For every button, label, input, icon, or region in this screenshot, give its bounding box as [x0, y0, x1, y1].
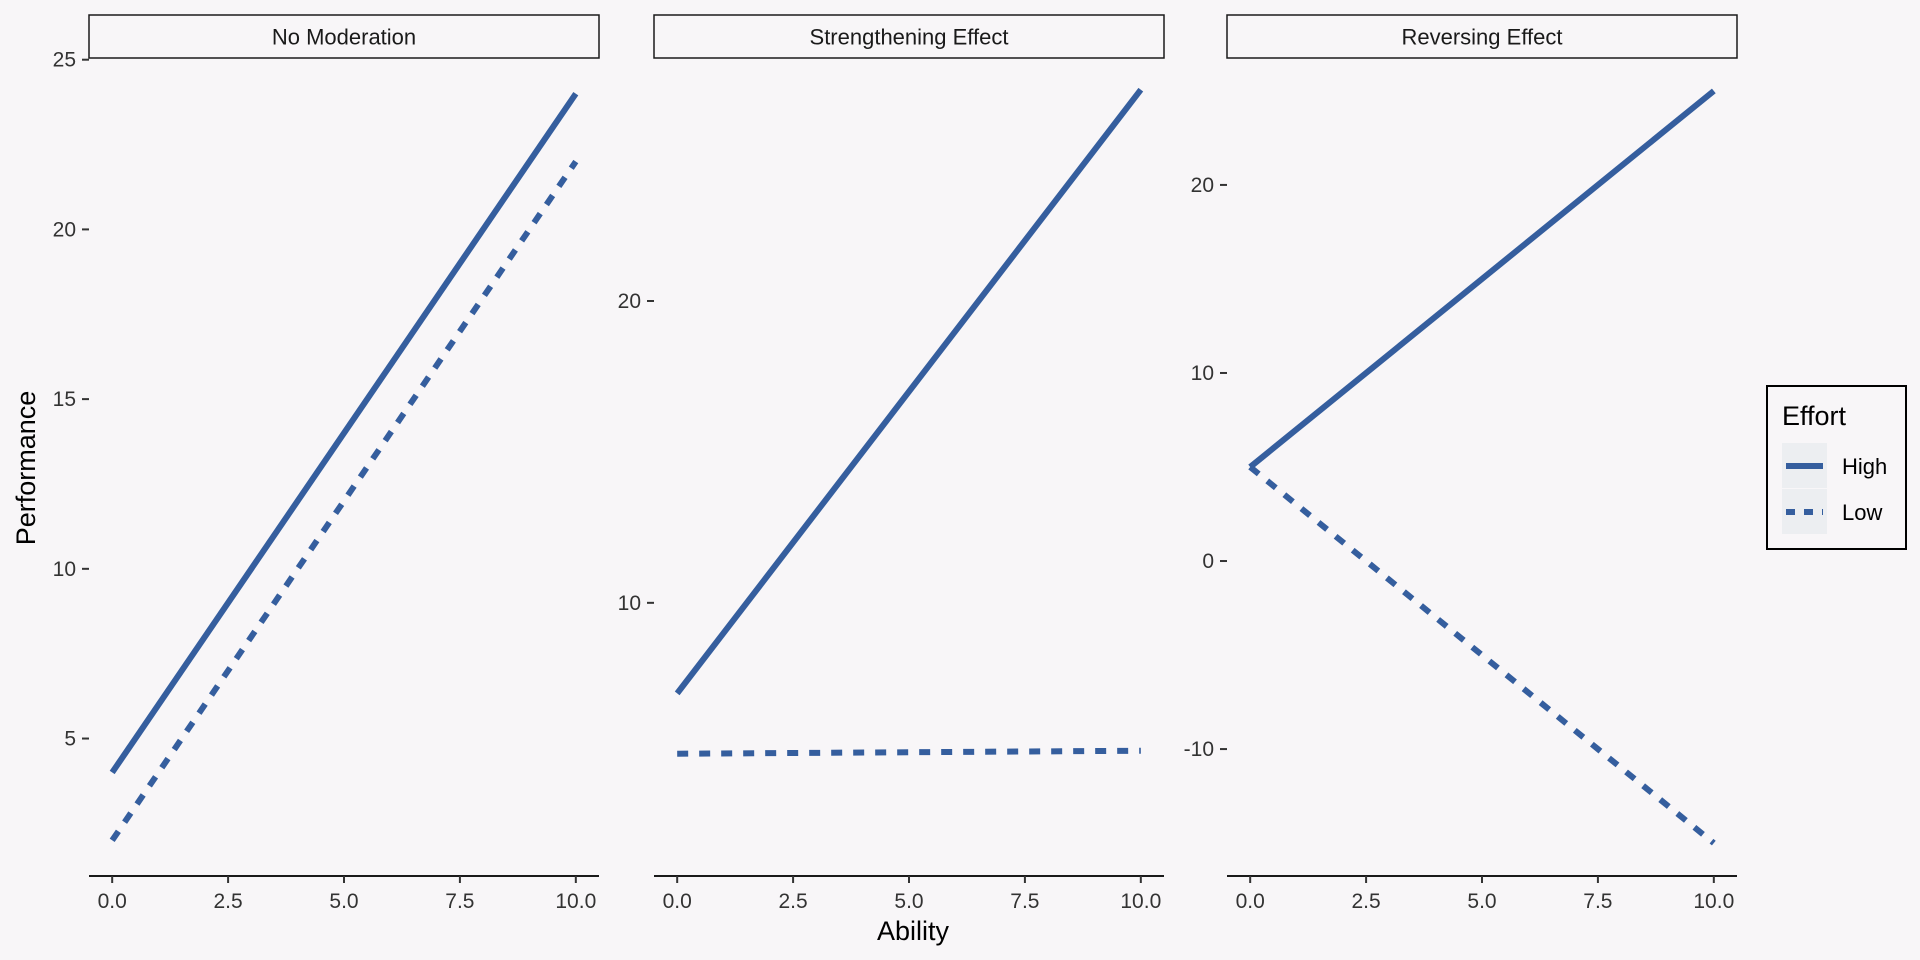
y-axis-title: Performance	[11, 391, 41, 546]
series-line-high	[674, 87, 1144, 696]
x-tick-label: 10.0	[555, 890, 596, 913]
panel-1: No Moderation 0.0 2.5 5.0 7.5 10.0 5 10 15 20 25	[53, 14, 600, 913]
x-tick-label: 5.0	[894, 890, 923, 913]
series-line-high	[1248, 88, 1716, 470]
x-tick-label: 10.0	[1693, 890, 1734, 913]
y-tick-label: -10	[1184, 738, 1214, 761]
panel-title: Reversing Effect	[1401, 25, 1562, 50]
panel-strip	[1226, 14, 1738, 59]
legend-title: Effort	[1782, 401, 1847, 431]
y-tick-label: 10	[1191, 362, 1214, 385]
y-tick-label: 10	[618, 592, 641, 615]
panel-3: Reversing Effect 0.0 2.5 5.0 7.5 10.0 -10 0 10 20	[1184, 14, 1738, 913]
series-line-low	[109, 159, 579, 843]
x-tick-label: 2.5	[213, 890, 242, 913]
y-tick-label: 20	[618, 290, 641, 313]
panel-strip	[88, 14, 600, 59]
x-tick-label: 2.5	[778, 890, 807, 913]
x-axis-title: Ability	[877, 916, 950, 946]
y-tick-label: 15	[53, 388, 76, 411]
y-tick-label: 25	[53, 49, 76, 72]
y-tick-label: 5	[64, 728, 76, 751]
panels: No Moderation 0.0 2.5 5.0 7.5 10.0 5 10 15 20 25 St…	[53, 14, 1738, 913]
panel-title: No Moderation	[272, 25, 416, 50]
x-tick-label: 2.5	[1351, 890, 1380, 913]
series-line-high	[109, 91, 579, 775]
y-tick-label: 0	[1202, 550, 1214, 573]
y-tick-label: 20	[53, 218, 76, 241]
legend-label-high: High	[1842, 454, 1887, 479]
x-tick-label: 0.0	[1236, 890, 1265, 913]
panel-2: Strengthening Effect 0.0 2.5 5.0 7.5 10.0 10 20	[618, 14, 1165, 913]
y-tick-label: 20	[1191, 174, 1214, 197]
panel-title: Strengthening Effect	[810, 25, 1009, 50]
x-tick-label: 10.0	[1120, 890, 1161, 913]
legend-label-low: Low	[1842, 500, 1882, 525]
x-tick-label: 5.0	[329, 890, 358, 913]
x-tick-label: 7.5	[445, 890, 474, 913]
x-tick-label: 7.5	[1010, 890, 1039, 913]
x-tick-label: 5.0	[1467, 890, 1496, 913]
panel-strip	[653, 14, 1165, 59]
x-tick-label: 0.0	[663, 890, 692, 913]
x-tick-label: 0.0	[98, 890, 127, 913]
legend: Effort High Low	[1766, 385, 1907, 550]
y-tick-label: 10	[53, 558, 76, 581]
x-tick-label: 7.5	[1583, 890, 1612, 913]
